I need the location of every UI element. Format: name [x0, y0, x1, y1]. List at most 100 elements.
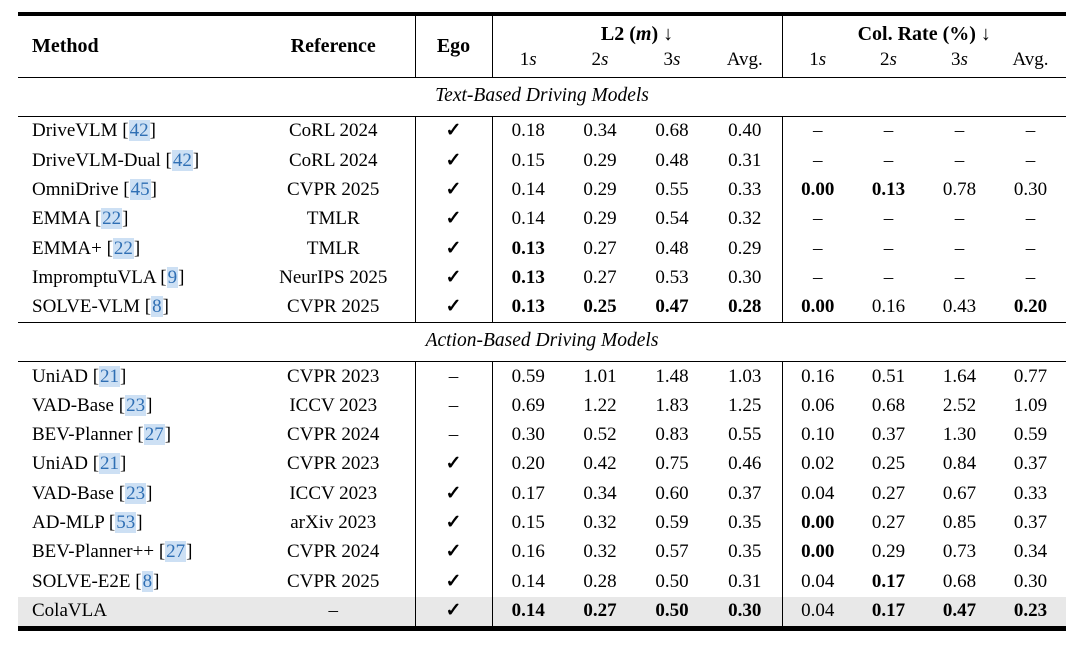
reference-cell: – [252, 596, 416, 629]
l2-value: 0.20 [511, 453, 545, 475]
col-rate-value: – [954, 120, 965, 142]
citation-link[interactable]: 23 [125, 394, 147, 416]
col-rate-value: 0.23 [995, 596, 1066, 629]
citation-link[interactable]: 22 [112, 237, 134, 259]
col-rate-value: – [883, 237, 894, 259]
citation-link[interactable]: 27 [143, 424, 165, 446]
citation-link[interactable]: 8 [151, 296, 163, 318]
col-rate-value: 0.02 [801, 453, 835, 475]
col-rate-value: – [813, 237, 823, 259]
col-rate-value: – [813, 120, 823, 142]
citation-link[interactable]: 53 [115, 512, 137, 534]
l2-value: 0.47 [655, 296, 689, 318]
method-cell: ColaVLA [18, 596, 252, 629]
l2-value: 0.30 [511, 424, 545, 446]
section-title: Action-Based Driving Models [18, 322, 1066, 362]
ego-check-icon: ✓ [415, 175, 493, 205]
l2-value: 1.48 [655, 365, 689, 387]
reference-cell: CoRL 2024 [252, 116, 416, 147]
l2-value: 0.17 [511, 482, 545, 504]
col-rate-value: 0.30 [1013, 570, 1048, 592]
method-cell: AD-MLP [53] [32, 512, 143, 534]
ego-dash: – [415, 420, 493, 450]
col-rate-value: 0.17 [871, 570, 906, 592]
citation-bracket: [53] [104, 512, 143, 534]
method-cell: UniAD [21] [32, 453, 127, 475]
citation-link[interactable]: 22 [101, 208, 123, 230]
subcol-l2-2s: 2s [564, 47, 636, 78]
citation-link[interactable]: 21 [99, 365, 121, 387]
l2-value: 0.13 [511, 237, 545, 259]
section-title-row: Text-Based Driving Models [18, 76, 1066, 117]
l2-value: 0.35 [708, 537, 783, 568]
citation-bracket: [27] [154, 541, 193, 563]
citation-link[interactable]: 27 [165, 541, 187, 563]
reference-cell: CVPR 2024 [252, 420, 416, 450]
citation-link[interactable]: 42 [128, 120, 150, 142]
col-rate-value: 0.37 [1013, 512, 1048, 534]
results-table-body: Text-Based Driving Models DriveVLM [42] Co… [18, 76, 1066, 629]
col-rate-value: 0.30 [1013, 178, 1048, 200]
col-header-ego: Ego [415, 14, 493, 78]
l2-value: 0.55 [655, 178, 689, 200]
citation-link[interactable]: 42 [171, 149, 193, 171]
col-rate-value: – [883, 149, 894, 171]
col-rate-value: 0.27 [871, 512, 906, 534]
ego-check-icon: ✓ [415, 508, 493, 538]
col-rate-group-label: Col. Rate [857, 23, 938, 45]
col-rate-value: 0.29 [871, 541, 906, 563]
method-cell: BEV-Planner++ [27] [32, 541, 193, 563]
l2-value: 0.83 [655, 424, 689, 446]
col-rate-value: 0.04 [801, 482, 835, 504]
col-rate-value: 0.68 [871, 394, 906, 416]
ego-check-icon: ✓ [415, 146, 493, 176]
citation-link[interactable]: 9 [166, 266, 179, 288]
l2-value: 0.53 [655, 266, 689, 288]
col-rate-unit: (%) [942, 23, 976, 45]
reference-cell: TMLR [252, 204, 416, 235]
l2-value: 0.32 [583, 512, 617, 534]
reference-cell: CVPR 2023 [252, 361, 416, 392]
col-rate-value: 0.04 [801, 570, 835, 592]
l2-value: 0.46 [708, 449, 783, 480]
l2-value: 0.75 [655, 453, 689, 475]
col-rate-value: 0.59 [1013, 424, 1048, 446]
col-group-l2: L2 (m) ↓ [492, 14, 783, 48]
table-row: AD-MLP [53] arXiv 2023 ✓ 0.15 0.32 0.59 0.35 0.… [18, 508, 1066, 538]
l2-value: 0.31 [708, 146, 783, 176]
subcol-cr-3s: 3s [924, 47, 995, 78]
subcol-cr-avg: Avg. [995, 47, 1066, 78]
col-rate-value: 0.00 [801, 541, 835, 563]
l2-value: 0.32 [583, 541, 617, 563]
l2-value: 0.29 [708, 234, 783, 264]
header-row-groups: Method Reference Ego L2 (m) ↓ Col. Rate … [18, 14, 1066, 78]
ego-check-icon: ✓ [415, 116, 493, 147]
col-rate-value: 2.52 [942, 394, 977, 416]
l2-value: 0.69 [511, 394, 545, 416]
citation-bracket: [23] [113, 394, 153, 416]
citation-bracket: [8] [130, 570, 160, 592]
l2-value: 1.25 [708, 391, 783, 421]
citation-link[interactable]: 23 [125, 482, 147, 504]
col-rate-value: 0.84 [942, 453, 977, 475]
col-rate-value: 0.51 [871, 365, 906, 387]
citation-link[interactable]: 8 [141, 570, 154, 592]
l2-value: 0.68 [655, 120, 689, 142]
l2-value: 0.31 [708, 567, 783, 597]
table-row: UniAD [21] CVPR 2023–0.59 1.01 1.48 1.03 0.16… [18, 361, 1066, 392]
reference-cell: NeurIPS 2025 [252, 263, 416, 293]
down-arrow-icon: ↓ [980, 23, 991, 45]
citation-link[interactable]: 45 [129, 178, 151, 200]
citation-link[interactable]: 21 [99, 453, 121, 475]
ego-check-icon: ✓ [415, 292, 493, 323]
subcol-l2-3s: 3s [636, 47, 708, 78]
method-cell: VAD-Base [23] [32, 394, 153, 416]
l2-value: 1.03 [708, 361, 783, 392]
col-rate-value: – [883, 120, 894, 142]
col-rate-value: 0.25 [871, 453, 906, 475]
col-rate-value: 0.68 [942, 570, 977, 592]
l2-value: 0.14 [511, 208, 545, 230]
reference-cell: CVPR 2024 [252, 537, 416, 568]
table-row: VAD-Base [23] ICCV 2023 ✓ 0.17 0.34 0.60 0.37 0… [18, 479, 1066, 509]
citation-bracket: [8] [140, 296, 169, 318]
